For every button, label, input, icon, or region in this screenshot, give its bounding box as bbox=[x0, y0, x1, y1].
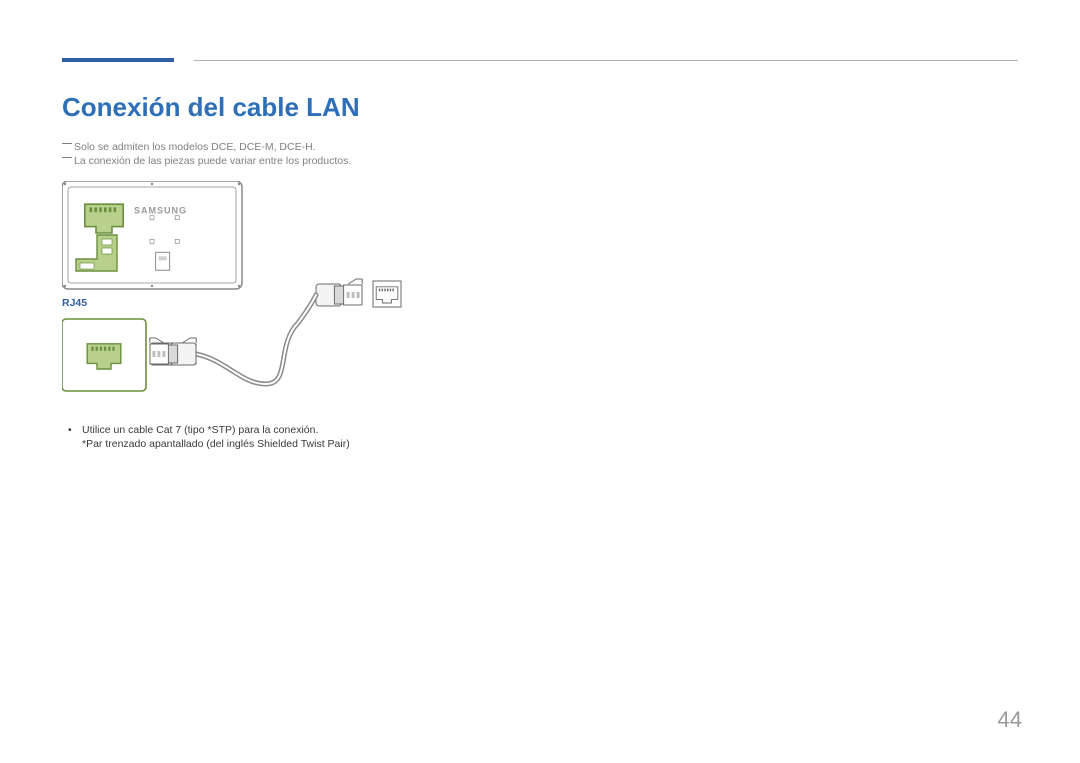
note-2: La conexión de las piezas puede variar e… bbox=[62, 155, 1018, 167]
instruction-line-1: Utilice un cable Cat 7 (tipo *STP) para … bbox=[82, 424, 1018, 436]
note-dash-icon bbox=[62, 154, 72, 158]
connection-diagram: SAMSUNG bbox=[62, 181, 582, 416]
header-rule-accent bbox=[62, 58, 174, 62]
header-rule bbox=[62, 58, 1018, 62]
header-rule-line bbox=[194, 60, 1018, 61]
instruction-bullet: Utilice un cable Cat 7 (tipo *STP) para … bbox=[62, 424, 1018, 450]
diagram-area: SAMSUNG RJ45 bbox=[62, 181, 1018, 416]
page-number: 44 bbox=[998, 707, 1022, 733]
port-label-rj45: RJ45 bbox=[62, 297, 87, 309]
page-title: Conexión del cable LAN bbox=[62, 92, 1018, 123]
svg-text:SAMSUNG: SAMSUNG bbox=[134, 205, 187, 215]
note-dash-icon bbox=[62, 140, 72, 144]
instruction-line-2: *Par trenzado apantallado (del inglés Sh… bbox=[82, 438, 1018, 450]
note-1: Solo se admiten los modelos DCE, DCE-M, … bbox=[62, 141, 1018, 153]
